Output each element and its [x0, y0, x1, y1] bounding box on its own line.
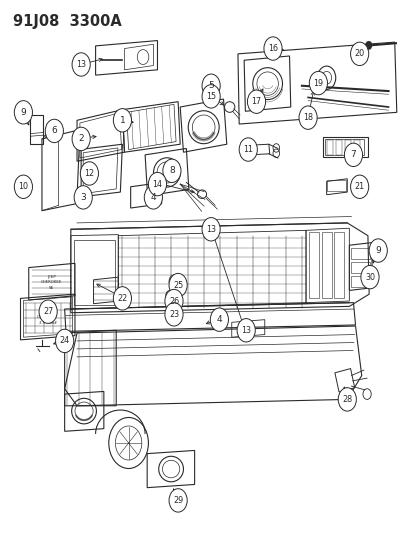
- Circle shape: [162, 159, 180, 182]
- Text: 5: 5: [208, 81, 214, 90]
- Circle shape: [350, 175, 368, 198]
- Text: 26: 26: [169, 296, 178, 305]
- Text: 7: 7: [350, 150, 356, 159]
- Text: 13: 13: [241, 326, 251, 335]
- Text: JEEP: JEEP: [47, 275, 56, 279]
- Circle shape: [72, 53, 90, 76]
- Circle shape: [263, 37, 281, 60]
- Text: 6: 6: [51, 126, 57, 135]
- Text: JEEP: JEEP: [43, 310, 52, 314]
- Text: CHEROKEE: CHEROKEE: [37, 315, 58, 319]
- Text: 12: 12: [84, 169, 94, 178]
- Text: 24: 24: [59, 336, 69, 345]
- Text: 14: 14: [152, 180, 162, 189]
- Circle shape: [148, 172, 166, 196]
- Text: 8: 8: [169, 166, 174, 175]
- Text: 1: 1: [119, 116, 125, 125]
- Circle shape: [39, 300, 57, 324]
- Text: 9: 9: [375, 246, 380, 255]
- Text: 10: 10: [18, 182, 28, 191]
- Text: 15: 15: [206, 92, 216, 101]
- Circle shape: [14, 175, 32, 198]
- Circle shape: [55, 329, 74, 353]
- Text: 29: 29: [173, 496, 183, 505]
- Circle shape: [45, 119, 63, 143]
- Text: 16: 16: [267, 44, 278, 53]
- Text: 21: 21: [354, 182, 364, 191]
- Text: 25: 25: [173, 280, 183, 289]
- Circle shape: [144, 185, 162, 209]
- Circle shape: [337, 387, 356, 411]
- Circle shape: [360, 265, 378, 289]
- Circle shape: [202, 74, 220, 98]
- Text: 28: 28: [342, 395, 351, 404]
- Text: 4: 4: [216, 315, 222, 324]
- Circle shape: [80, 162, 98, 185]
- Circle shape: [74, 185, 92, 209]
- Text: 27: 27: [43, 307, 53, 316]
- Circle shape: [164, 303, 183, 326]
- Text: 20: 20: [354, 50, 364, 58]
- Text: 22: 22: [117, 294, 127, 303]
- Circle shape: [344, 143, 362, 166]
- Circle shape: [113, 287, 131, 310]
- Text: 13: 13: [206, 225, 216, 234]
- Circle shape: [368, 239, 387, 262]
- Text: 2: 2: [78, 134, 84, 143]
- Circle shape: [309, 71, 327, 95]
- Text: 18: 18: [302, 113, 312, 122]
- Text: 91J08  3300A: 91J08 3300A: [13, 14, 121, 29]
- Text: SE: SE: [49, 286, 55, 290]
- Text: 9: 9: [21, 108, 26, 117]
- Text: 11: 11: [243, 145, 253, 154]
- Text: 3: 3: [80, 193, 86, 202]
- Circle shape: [202, 85, 220, 108]
- Text: 13: 13: [76, 60, 86, 69]
- Text: 23: 23: [169, 310, 178, 319]
- Circle shape: [298, 106, 316, 130]
- Circle shape: [350, 42, 368, 66]
- Circle shape: [164, 289, 183, 313]
- Text: 4: 4: [150, 193, 156, 202]
- Circle shape: [169, 489, 187, 512]
- Text: 19: 19: [313, 78, 323, 87]
- Circle shape: [169, 273, 187, 297]
- Circle shape: [202, 217, 220, 241]
- Circle shape: [247, 90, 265, 114]
- Text: 17: 17: [251, 97, 261, 106]
- Text: 3.5"  4x4: 3.5" 4x4: [39, 321, 57, 325]
- Text: 30: 30: [364, 273, 374, 281]
- Circle shape: [113, 109, 131, 132]
- Text: CHEROKEE: CHEROKEE: [41, 280, 62, 285]
- Circle shape: [239, 138, 257, 161]
- Circle shape: [72, 127, 90, 151]
- Circle shape: [210, 308, 228, 332]
- Circle shape: [365, 41, 371, 50]
- Circle shape: [14, 101, 32, 124]
- Circle shape: [237, 319, 255, 342]
